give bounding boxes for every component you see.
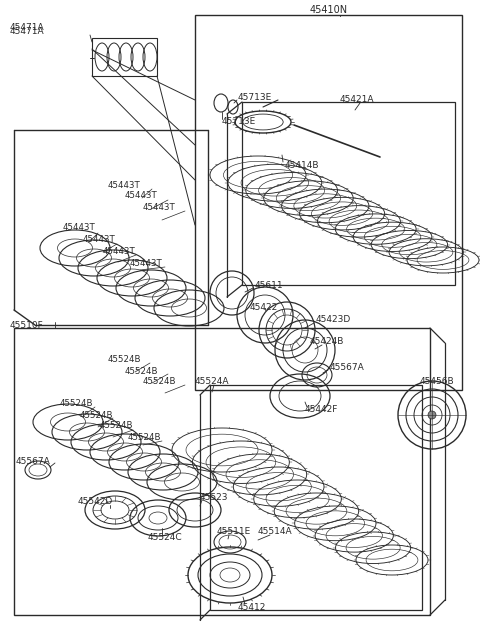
Bar	[195, 15, 462, 390]
Text: 45524B: 45524B	[143, 377, 177, 387]
Text: 45471A: 45471A	[10, 27, 45, 37]
Ellipse shape	[428, 411, 436, 419]
Text: 45713E: 45713E	[222, 117, 256, 127]
Text: 45523: 45523	[200, 493, 228, 501]
Text: 45524C: 45524C	[148, 533, 182, 543]
Text: 45611: 45611	[255, 280, 284, 290]
Text: 45567A: 45567A	[16, 458, 51, 467]
Text: 45511E: 45511E	[217, 527, 251, 536]
Text: 45471A: 45471A	[10, 22, 45, 32]
Text: 45524B: 45524B	[100, 422, 133, 430]
Text: 45443T: 45443T	[143, 202, 176, 212]
Text: 45422: 45422	[250, 304, 278, 313]
Text: 45524B: 45524B	[80, 410, 113, 420]
Text: 45421A: 45421A	[340, 96, 374, 105]
Bar	[92, 38, 157, 76]
Text: 45524B: 45524B	[60, 399, 94, 408]
Text: 45713E: 45713E	[238, 93, 272, 101]
Text: 45443T: 45443T	[63, 224, 96, 233]
Text: 45414B: 45414B	[285, 160, 320, 169]
Text: 45443T: 45443T	[83, 235, 116, 245]
Text: 45524B: 45524B	[108, 356, 142, 365]
Text: 45412: 45412	[238, 602, 266, 612]
Text: 45456B: 45456B	[420, 377, 455, 387]
Text: 45443T: 45443T	[108, 181, 141, 190]
Text: 45567A: 45567A	[330, 363, 365, 372]
Text: 45410N: 45410N	[310, 5, 348, 15]
Text: 45443T: 45443T	[103, 247, 136, 256]
Text: 45442F: 45442F	[305, 406, 338, 415]
Text: 45524B: 45524B	[128, 434, 161, 443]
Text: 45424B: 45424B	[310, 337, 344, 347]
Text: 45423D: 45423D	[316, 316, 351, 325]
Bar	[210, 385, 422, 610]
Text: 45524A: 45524A	[195, 377, 229, 387]
Bar	[14, 328, 430, 615]
Text: 45524B: 45524B	[125, 366, 158, 375]
Text: 45510F: 45510F	[10, 321, 44, 330]
Text: 45443T: 45443T	[125, 191, 158, 200]
Text: 45542D: 45542D	[78, 498, 113, 507]
Text: 45443T: 45443T	[130, 259, 163, 268]
Bar	[242, 102, 455, 285]
Text: 45514A: 45514A	[258, 527, 293, 536]
